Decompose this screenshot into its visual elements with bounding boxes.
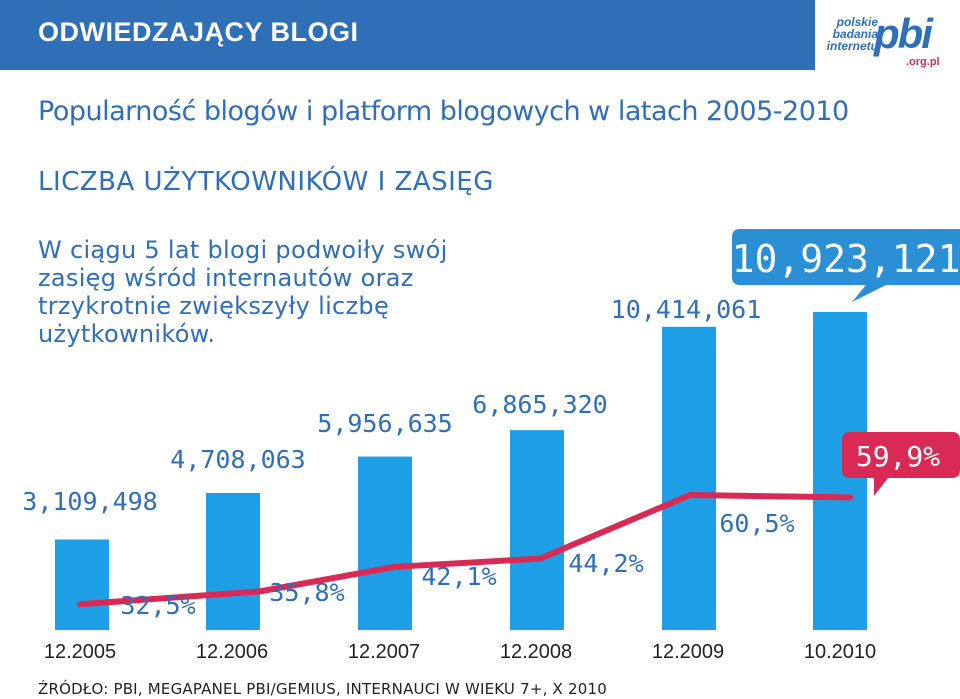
bar-4: [662, 326, 716, 630]
logo-brand: pbi: [874, 10, 933, 57]
bar-0: [55, 539, 109, 630]
percent-bubble: [842, 432, 960, 496]
percent-label-3: 44,2%: [568, 549, 643, 578]
x-tick-label-3: 12.2008: [500, 641, 572, 663]
logo-line-2: badania: [832, 27, 878, 41]
chart-subtitle: Popularność blogów i platform blogowych …: [38, 96, 849, 127]
bar-2: [358, 456, 412, 630]
bar-value-label-0: 3,109,498: [22, 487, 157, 516]
x-tick-label-1: 12.2006: [196, 641, 268, 663]
percent-label-2: 42,1%: [421, 562, 496, 591]
x-tick-label-2: 12.2007: [348, 641, 420, 663]
percent-label-0: 32,5%: [120, 591, 195, 620]
chart-description: W ciągu 5 lat blogi podwoiły swój zasięg…: [38, 236, 448, 348]
x-tick-label-5: 10.2010: [804, 641, 876, 663]
bar-3: [510, 430, 564, 630]
bar-value-label-2: 5,956,635: [317, 409, 452, 438]
source-note: ŹRÓDŁO: PBI, MEGAPANEL PBI/GEMIUS, INTER…: [38, 680, 607, 698]
section-title: LICZBA UŻYTKOWNIKÓW I ZASIĘG: [38, 167, 494, 197]
page-title: ODWIEDZAJĄCY BLOGI: [38, 17, 359, 47]
logo-domain: .org.pl: [906, 56, 940, 68]
percent-label-4: 60,5%: [719, 509, 794, 538]
percent-label-5: 59,9%: [856, 440, 940, 473]
x-tick-label-4: 12.2009: [652, 641, 724, 663]
bar-value-label-1: 4,708,063: [170, 445, 305, 474]
logo-line-1: polskie: [836, 15, 878, 29]
bar-value-label-3: 6,865,320: [472, 390, 607, 419]
header-bar: [0, 0, 815, 70]
percent-line: [77, 492, 853, 608]
bar-1: [206, 492, 260, 630]
logo-tagline: polskie badania internetu: [818, 16, 878, 52]
value-bubble: [732, 229, 960, 302]
pbi-logo: polskie badania internetu pbi .org.pl: [818, 10, 958, 70]
x-tick-label-0: 12.2005: [44, 641, 116, 663]
percent-label-1: 35,8%: [269, 578, 344, 607]
logo-line-3: internetu: [826, 39, 878, 53]
bar-value-label-5: 10,923,121: [732, 237, 960, 281]
bar-value-label-4: 10,414,061: [611, 295, 762, 324]
